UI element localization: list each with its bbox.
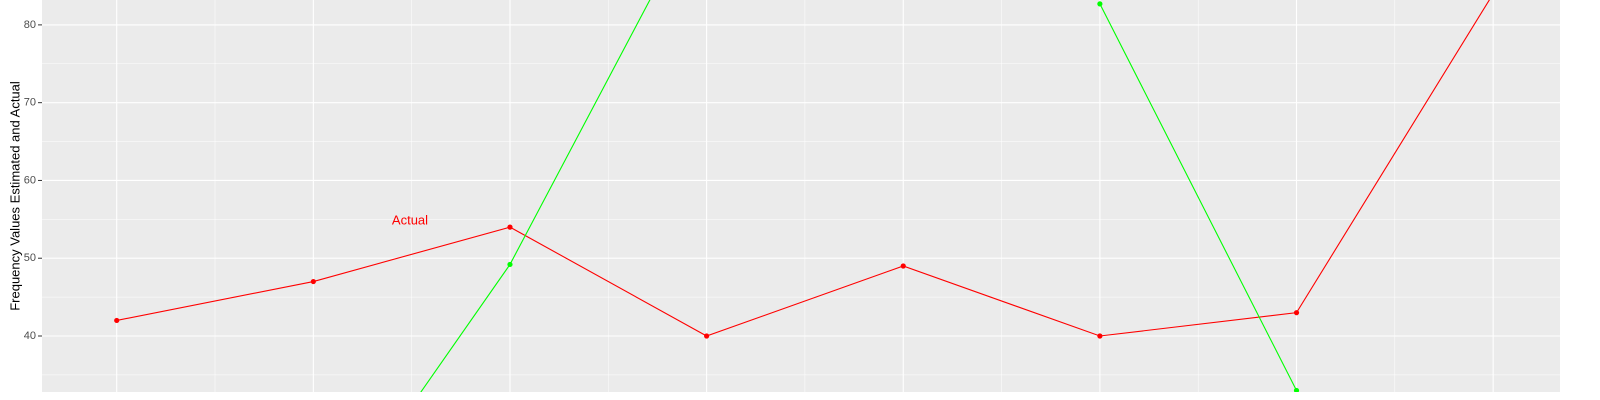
series-line xyxy=(116,0,1490,337)
plot-area xyxy=(114,0,1490,392)
annotation: Actual xyxy=(392,212,428,227)
data-point xyxy=(507,224,513,230)
y-tick-label: 60 xyxy=(24,174,36,186)
data-point xyxy=(507,261,513,268)
data-point xyxy=(900,263,906,269)
y-tick-label: 50 xyxy=(24,252,36,264)
data-point xyxy=(1293,387,1300,392)
data-point xyxy=(1293,310,1300,316)
y-tick-label: 70 xyxy=(24,97,36,109)
y-tick-label: 80 xyxy=(24,19,36,31)
data-point xyxy=(1097,333,1103,339)
data-point xyxy=(114,317,120,324)
panel xyxy=(42,0,1560,392)
data-point xyxy=(704,333,710,339)
data-point xyxy=(1097,1,1103,7)
y-axis-label: Frequency Values Estimated and Actual xyxy=(7,81,22,311)
grid xyxy=(42,0,1560,392)
data-point xyxy=(310,278,316,285)
y-tick-label: 40 xyxy=(24,330,36,342)
